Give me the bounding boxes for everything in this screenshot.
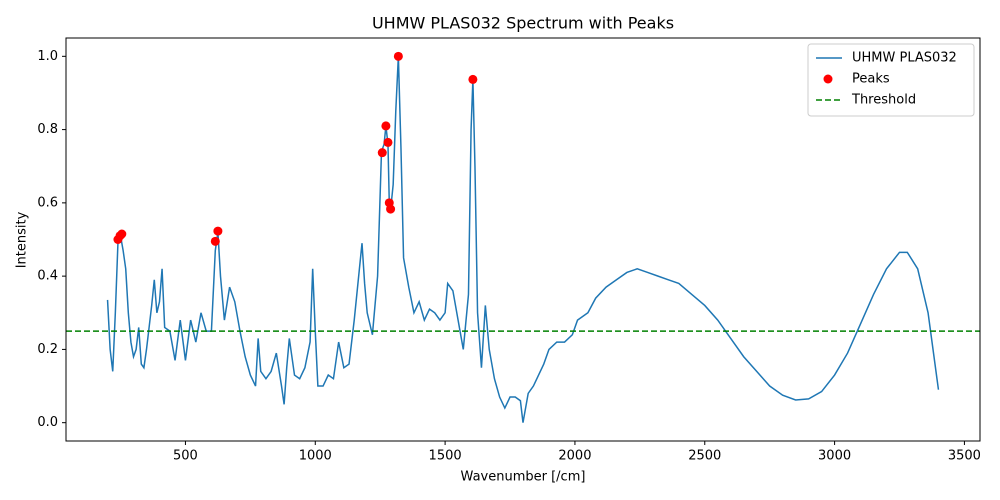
peak-point — [377, 148, 387, 158]
chart-title: UHMW PLAS032 Spectrum with Peaks — [372, 14, 674, 33]
x-tick-label: 3000 — [818, 449, 851, 464]
peak-point — [468, 74, 478, 84]
legend-box — [807, 43, 975, 117]
x-tick-label: 500 — [173, 449, 198, 464]
x-tick-label: 3500 — [948, 449, 981, 464]
y-tick-label: 0.6 — [37, 195, 58, 210]
y-tick-label: 0.4 — [37, 269, 58, 284]
legend-marker — [823, 74, 833, 84]
y-axis-label: Intensity — [15, 211, 30, 268]
y-tick-label: 0.2 — [37, 342, 58, 357]
peak-point — [393, 51, 403, 61]
legend-label: Threshold — [851, 93, 916, 108]
peak-point — [117, 229, 127, 239]
y-tick-label: 1.0 — [37, 49, 58, 64]
peak-point — [383, 137, 393, 147]
spectrum-line — [106, 56, 940, 423]
peak-point — [386, 204, 396, 214]
x-axis-label: Wavenumber [/cm] — [461, 470, 586, 485]
x-tick-label: 2500 — [688, 449, 721, 464]
x-tick-label: 1500 — [429, 449, 462, 464]
peak-point — [381, 121, 391, 131]
legend-label: Peaks — [852, 72, 890, 87]
peak-point — [210, 236, 220, 246]
x-tick-label: 1000 — [299, 449, 332, 464]
y-tick-label: 0.8 — [37, 122, 58, 137]
peak-point — [213, 226, 223, 236]
y-tick-label: 0.0 — [37, 415, 58, 430]
plot-frame — [65, 37, 981, 442]
legend-label: UHMW PLAS032 — [852, 51, 957, 66]
x-tick-label: 2000 — [558, 449, 591, 464]
